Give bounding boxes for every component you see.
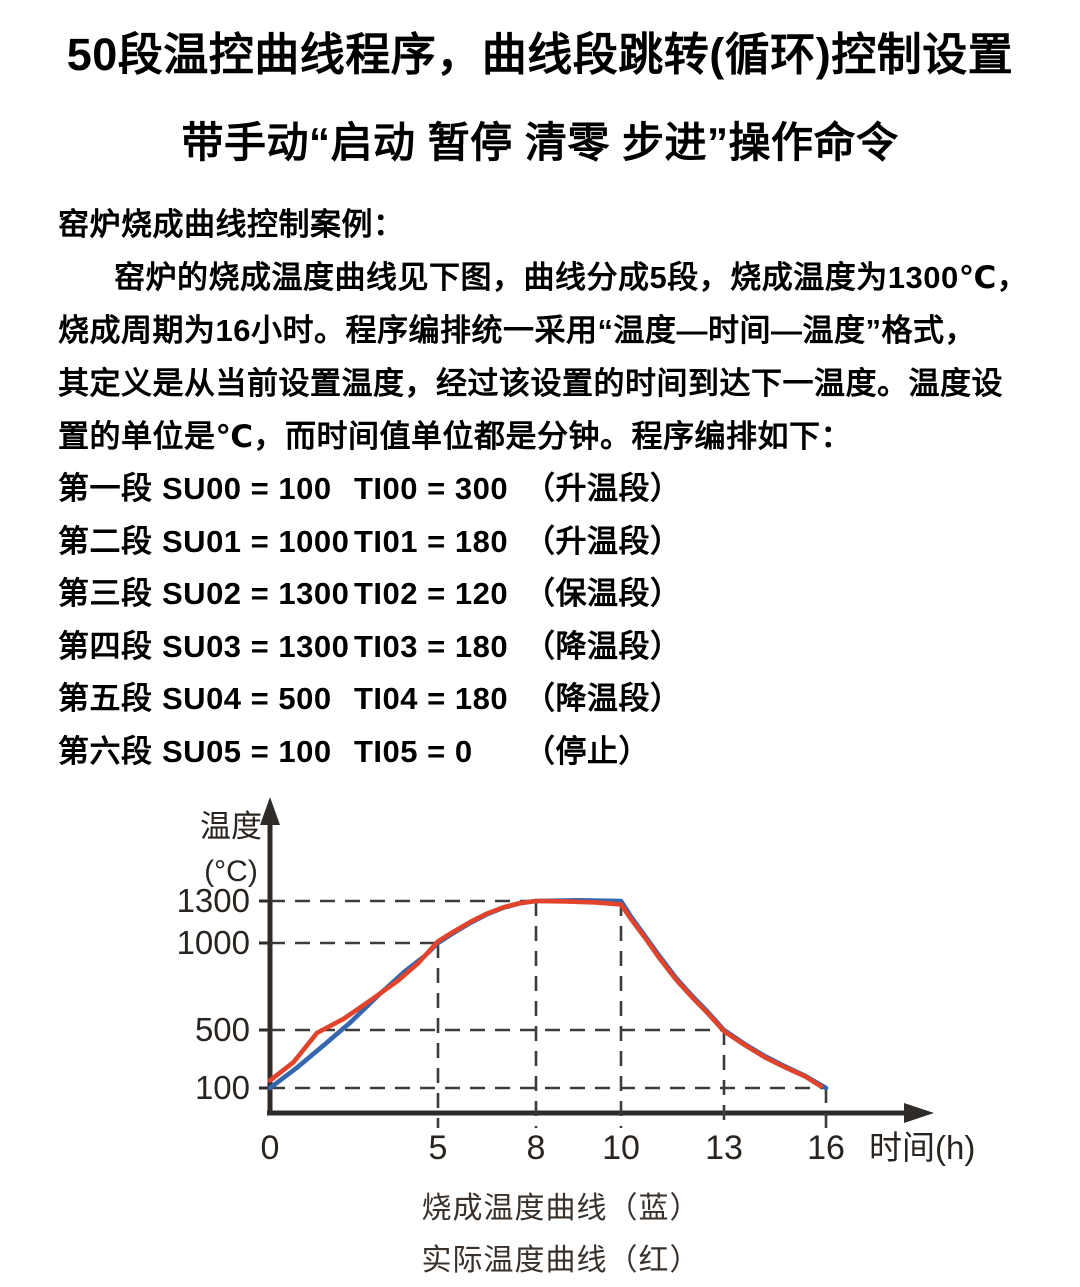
- body-text: 窑炉烧成曲线控制案例： 窑炉的烧成温度曲线见下图，曲线分成5段，烧成温度为130…: [0, 198, 1080, 778]
- case-heading: 窑炉烧成曲线控制案例：: [58, 207, 405, 242]
- y-axis-title-line2: (°C): [204, 855, 258, 888]
- segment-ti-value: TI00 = 300: [354, 471, 509, 506]
- segment-ti-value: TI02 = 120: [354, 576, 509, 611]
- page-title: 50段温控曲线程序，曲线段跳转(循环)控制设置 带手动“启动 暂停 清零 步进”…: [0, 0, 1080, 170]
- y-tick-label: 1000: [177, 924, 250, 961]
- segment-row-1: 第一段 SU00 = 100 TI00 = 300 （升温段）: [58, 463, 1022, 516]
- segment-row-6: 第六段 SU05 = 100 TI05 = 0 （停止）: [58, 726, 1022, 779]
- segment-note: （升温段）: [524, 523, 682, 559]
- y-tick-label: 100: [195, 1069, 250, 1106]
- segment-label: 第二段: [58, 523, 153, 559]
- x-tick-label: 10: [602, 1129, 640, 1167]
- segment-ti-value: TI01 = 180: [354, 523, 509, 559]
- segment-row-3: 第三段 SU02 = 1300 TI02 = 120 （保温段）: [58, 568, 1022, 621]
- x-axis-arrow-icon: [904, 1103, 934, 1123]
- segment-label: 第五段: [58, 681, 153, 716]
- segment-su-value: SU00 = 100: [162, 471, 332, 506]
- segment-ti-value: TI03 = 180: [354, 628, 509, 664]
- segment-su-value: SU04 = 500: [162, 681, 332, 716]
- x-tick-label: 5: [429, 1129, 448, 1167]
- segment-note: （保温段）: [524, 576, 682, 611]
- segment-label: 第四段: [58, 628, 153, 664]
- paragraph-line: 其定义是从当前设置温度，经过该设置的时间到达下一温度。温度设: [58, 366, 1003, 401]
- segment-note: （停止）: [524, 733, 650, 769]
- paragraph-line: 窑炉的烧成温度曲线见下图，曲线分成5段，烧成温度为1300℃，: [114, 260, 1029, 295]
- legend-blue-label: 烧成温度曲线（蓝）: [421, 1192, 701, 1225]
- segment-row-4: 第四段 SU03 = 1300 TI03 = 180 （降温段）: [58, 621, 1022, 674]
- paragraph-line: 置的单位是℃，而时间值单位都是分钟。程序编排如下：: [58, 419, 853, 454]
- segment-ti-value: TI05 = 0: [354, 733, 473, 769]
- y-axis-arrow-icon: [260, 797, 280, 825]
- series-blue-curve: [267, 898, 829, 1091]
- segment-su-value: SU03 = 1300: [162, 628, 350, 664]
- page-title-line2: 带手动“启动 暂停 清零 步进”操作命令: [181, 119, 899, 166]
- segment-note: （升温段）: [524, 471, 682, 506]
- legend-red-label: 实际温度曲线（红）: [421, 1244, 701, 1277]
- segment-row-2: 第二段 SU01 = 1000 TI01 = 180 （升温段）: [58, 516, 1022, 569]
- series-red-curve: [267, 898, 824, 1089]
- x-axis-title: 时间(h): [869, 1129, 975, 1166]
- segment-su-value: SU05 = 100: [162, 733, 332, 769]
- firing-curve-chart: 1300 1000 500 100 0 5 8 10 13 16 温度 (°C) 时间(h): [0, 786, 1080, 1193]
- segment-su-value: SU02 = 1300: [162, 576, 350, 611]
- y-tick-label: 1300: [177, 882, 250, 919]
- x-tick-label: 0: [261, 1129, 280, 1167]
- x-tick-label: 16: [807, 1129, 845, 1167]
- segment-label: 第六段: [58, 733, 153, 769]
- segment-label: 第一段: [58, 471, 153, 506]
- x-tick-label: 13: [705, 1129, 743, 1167]
- segment-row-5: 第五段 SU04 = 500 TI04 = 180 （降温段）: [58, 673, 1022, 726]
- y-tick-label: 500: [195, 1011, 250, 1048]
- segment-note: （降温段）: [524, 681, 682, 716]
- segment-ti-value: TI04 = 180: [354, 681, 509, 716]
- x-tick-label: 8: [527, 1129, 546, 1167]
- segment-su-value: SU01 = 1000: [162, 523, 350, 559]
- segment-note: （降温段）: [524, 628, 682, 664]
- page-title-line1: 50段温控曲线程序，曲线段跳转(循环)控制设置: [66, 29, 1014, 80]
- segment-label: 第三段: [58, 576, 153, 611]
- y-axis-title-line1: 温度: [200, 809, 262, 844]
- paragraph-line: 烧成周期为16小时。程序编排统一采用“温度—时间—温度”格式，: [58, 313, 976, 348]
- chart-legend: 烧成温度曲线（蓝） 实际温度曲线（红）: [0, 1183, 1080, 1287]
